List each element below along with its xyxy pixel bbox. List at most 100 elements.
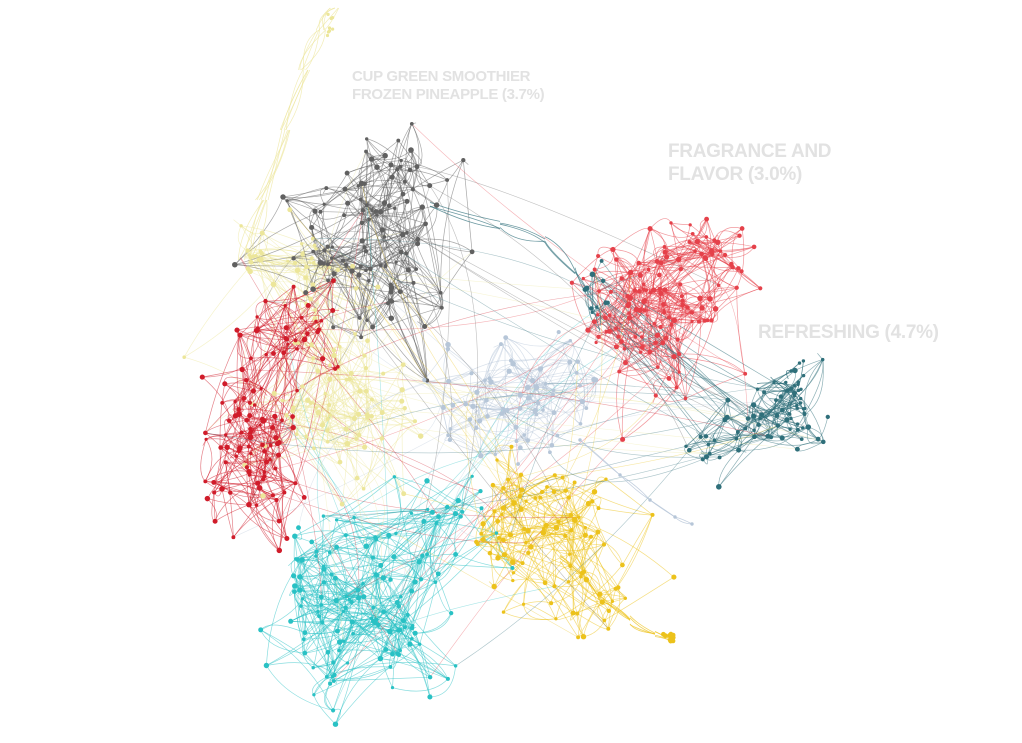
network-edge xyxy=(320,211,335,274)
network-node xyxy=(422,324,428,329)
network-node xyxy=(679,294,684,299)
network-node xyxy=(322,202,326,206)
network-edge xyxy=(674,516,693,525)
network-edge xyxy=(246,379,360,436)
network-node xyxy=(280,418,284,423)
network-node xyxy=(360,208,366,213)
network-node xyxy=(362,444,368,450)
network-node xyxy=(288,618,294,624)
network-node xyxy=(765,433,771,439)
network-edge xyxy=(398,140,430,186)
network-node xyxy=(327,550,332,555)
network-edge xyxy=(225,434,265,473)
network-edge xyxy=(759,390,787,421)
network-edge xyxy=(249,257,332,283)
network-edge xyxy=(335,577,391,586)
network-node xyxy=(379,263,383,268)
network-edge xyxy=(298,372,472,528)
network-node xyxy=(677,351,682,357)
network-node xyxy=(551,489,557,495)
network-edge xyxy=(524,379,596,436)
network-edge xyxy=(345,506,448,536)
network-edge xyxy=(705,236,716,309)
network-edge xyxy=(429,185,690,451)
network-node xyxy=(556,330,561,335)
network-edge xyxy=(343,640,449,680)
network-edge xyxy=(479,394,554,422)
network-edge xyxy=(294,530,346,537)
network-node xyxy=(551,388,556,393)
network-edge xyxy=(542,409,554,446)
network-edge xyxy=(503,535,566,613)
network-node xyxy=(478,488,483,494)
network-edge xyxy=(384,236,397,263)
network-edge xyxy=(568,497,574,567)
network-node xyxy=(789,416,793,421)
network-edge xyxy=(489,553,513,581)
network-node xyxy=(581,276,585,281)
network-edge xyxy=(335,537,376,601)
network-node xyxy=(568,564,573,568)
network-edge xyxy=(265,300,296,341)
network-edge xyxy=(492,484,566,537)
network-node xyxy=(600,278,606,284)
network-edge xyxy=(362,210,372,281)
network-edge xyxy=(782,401,806,411)
network-node xyxy=(353,286,359,291)
network-edge xyxy=(476,392,482,456)
network-node xyxy=(570,610,576,616)
network-edge xyxy=(655,395,686,402)
network-edge xyxy=(375,574,408,616)
network-node xyxy=(402,179,407,184)
network-node xyxy=(596,334,601,340)
network-edge xyxy=(508,370,581,425)
network-edge xyxy=(265,300,336,370)
network-node xyxy=(276,439,282,446)
network-node xyxy=(599,599,605,605)
network-edge xyxy=(234,264,314,290)
network-edge xyxy=(323,539,377,567)
network-node xyxy=(478,453,484,459)
network-edge xyxy=(500,343,513,361)
network-edge xyxy=(670,222,713,255)
network-node xyxy=(678,266,683,272)
network-edge xyxy=(316,373,352,409)
network-node xyxy=(510,566,515,570)
network-edge xyxy=(250,453,285,493)
network-edge xyxy=(260,251,522,510)
network-edge xyxy=(357,561,420,591)
network-node xyxy=(780,407,785,413)
network-edge xyxy=(260,259,307,305)
network-node xyxy=(461,157,466,163)
network-edge xyxy=(598,290,645,311)
network-node xyxy=(246,444,251,449)
network-edge xyxy=(312,357,349,446)
network-edge xyxy=(299,576,306,654)
network-edge xyxy=(220,447,296,484)
network-node xyxy=(373,209,379,214)
network-edge xyxy=(543,528,585,573)
network-node xyxy=(369,616,374,620)
network-node xyxy=(281,350,287,356)
network-edge xyxy=(327,340,368,419)
network-node xyxy=(778,394,784,399)
network-edge xyxy=(394,476,402,534)
network-node xyxy=(534,385,540,391)
network-edge xyxy=(311,344,350,380)
network-edge xyxy=(605,302,707,437)
network-edge xyxy=(341,438,383,505)
network-node xyxy=(256,257,262,262)
network-edge xyxy=(341,421,416,505)
network-edge xyxy=(665,284,681,339)
network-node xyxy=(583,525,588,530)
network-node xyxy=(212,490,217,495)
network-edge xyxy=(310,298,356,335)
network-edge xyxy=(359,205,390,319)
network-edge xyxy=(350,373,566,491)
network-edge xyxy=(258,259,416,583)
network-edge xyxy=(429,206,501,229)
network-node xyxy=(467,417,473,422)
network-edge xyxy=(285,69,304,131)
network-edge xyxy=(267,129,286,201)
